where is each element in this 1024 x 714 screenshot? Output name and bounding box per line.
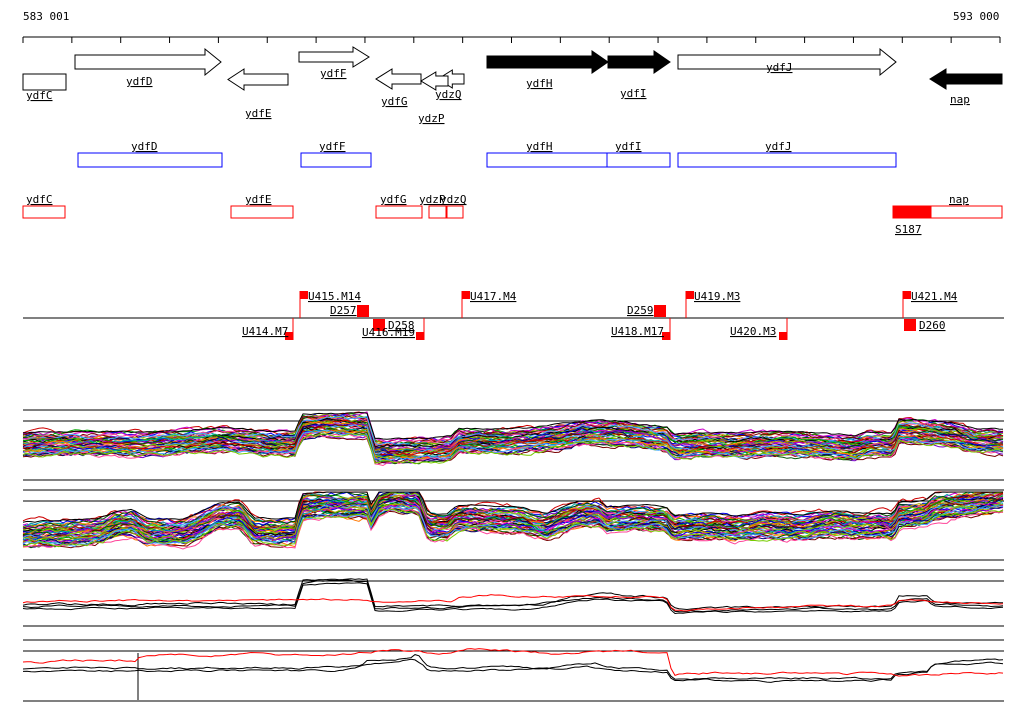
gene-arrow-ydfE[interactable]: [227, 68, 289, 91]
signal-line: [22, 658, 1004, 683]
signal-series: [22, 491, 1003, 530]
signal-series: [22, 416, 1004, 447]
segment-label-D259[interactable]: D259: [627, 304, 654, 317]
segment-label-U416.M19[interactable]: U416.M19: [362, 326, 415, 339]
gene-label-ydfC[interactable]: ydfC: [26, 89, 53, 102]
segment-flag-U417.M4: [462, 291, 470, 299]
segment-label-U419.M3[interactable]: U419.M3: [694, 290, 740, 303]
signal-series: [22, 429, 1004, 462]
segment-flag-D260: [904, 319, 916, 331]
gene-label-ydfJ[interactable]: ydfJ: [766, 61, 793, 74]
segment-label-D260[interactable]: D260: [919, 319, 946, 332]
gene-arrow-ydfI[interactable]: [607, 50, 671, 74]
feature-label-nap[interactable]: nap: [949, 193, 969, 206]
transcript-box-ydfJ[interactable]: [677, 152, 897, 168]
segment-label-U414.M7[interactable]: U414.M7: [242, 325, 288, 338]
signal-line: [22, 654, 1004, 681]
segment-label-U417.M4[interactable]: U417.M4: [470, 290, 517, 303]
signal-series: [22, 491, 1004, 531]
feature-label-ydzP[interactable]: ydzP: [419, 193, 446, 206]
feature-label-ydfC[interactable]: ydfC: [26, 193, 53, 206]
transcript-label-ydfJ[interactable]: ydfJ: [765, 140, 792, 153]
segment-flag-D258: [373, 319, 385, 331]
signal-series: [22, 502, 1004, 543]
gene-arrow-ydzP[interactable]: [420, 71, 449, 91]
feature-label-ydfE[interactable]: ydfE: [245, 193, 272, 206]
feature-box-ydfG[interactable]: [375, 205, 423, 219]
transcript-box-ydfI[interactable]: [606, 152, 671, 168]
signal-series: [22, 507, 1004, 550]
segment-flag-U415.M14: [300, 291, 308, 299]
segment-label-U415.M14[interactable]: U415.M14: [308, 290, 361, 303]
feature-box-S187[interactable]: [892, 205, 932, 219]
gene-arrow-ydfH[interactable]: [486, 50, 609, 74]
signal-series: [22, 508, 1004, 549]
signal-series: [22, 509, 1004, 549]
gene-arrow-ydfJ[interactable]: [677, 47, 897, 77]
segment-flag-D257: [357, 305, 369, 317]
segment-flag-U419.M3: [686, 291, 694, 299]
signal-series: [22, 491, 1004, 533]
segment-flag-U421.M4: [903, 291, 911, 299]
gene-label-ydzP[interactable]: ydzP: [418, 112, 445, 125]
signal-series: [22, 428, 1004, 458]
signal-series: [22, 411, 1004, 444]
signal-series: [22, 505, 1004, 547]
transcript-label-ydfI[interactable]: ydfI: [615, 140, 642, 153]
gene-label-ydfI[interactable]: ydfI: [620, 87, 647, 100]
feature-box-ydfE[interactable]: [230, 205, 294, 219]
segment-flag-U414.M7: [285, 332, 293, 340]
segment-flag-U418.M17: [662, 332, 670, 340]
segment-label-D257[interactable]: D257: [330, 304, 357, 317]
gene-label-ydfD[interactable]: ydfD: [126, 75, 153, 88]
signal-line: [22, 648, 1004, 677]
feature-label-ydzQ[interactable]: ydzQ: [440, 193, 467, 206]
gene-arrow-ydfG[interactable]: [375, 68, 422, 90]
signal-series: [22, 508, 1004, 548]
signal-series: [22, 491, 1003, 528]
transcript-label-ydfH[interactable]: ydfH: [526, 140, 553, 153]
gene-label-ydfG[interactable]: ydfG: [381, 95, 408, 108]
signal-series: [22, 411, 1004, 443]
transcript-label-ydfF[interactable]: ydfF: [319, 140, 346, 153]
signal-envelope: [22, 491, 1003, 523]
gene-arrow-ydfF[interactable]: [298, 46, 370, 68]
segment-flag-U416.M19: [416, 332, 424, 340]
feature-label-S187[interactable]: S187: [895, 223, 922, 236]
ruler-end-coordinate: 593 000: [953, 10, 1000, 23]
segment-label-U421.M4[interactable]: U421.M4: [911, 290, 958, 303]
gene-box-ydfC[interactable]: [22, 73, 67, 91]
feature-box-ydzQ[interactable]: [446, 205, 464, 219]
gene-label-ydfE[interactable]: ydfE: [245, 107, 272, 120]
transcript-box-ydfD[interactable]: [77, 152, 223, 168]
segment-label-U420.M3[interactable]: U420.M3: [730, 325, 776, 338]
gene-label-ydfF[interactable]: ydfF: [320, 67, 347, 80]
gene-arrow-ydfD[interactable]: [74, 47, 222, 77]
signal-line: [22, 579, 1004, 613]
feature-label-ydfG[interactable]: ydfG: [380, 193, 407, 206]
segment-flag-U420.M3: [779, 332, 787, 340]
gene-label-nap[interactable]: nap: [950, 93, 970, 106]
transcript-label-ydfD[interactable]: ydfD: [131, 140, 158, 153]
segment-label-U418.M17[interactable]: U418.M17: [611, 325, 664, 338]
segment-label-D258[interactable]: D258: [388, 319, 415, 332]
signal-series: [22, 433, 1004, 465]
ruler-start-coordinate: 583 001: [23, 10, 70, 23]
gene-label-ydzQ[interactable]: ydzQ: [435, 88, 462, 101]
signal-line: [22, 594, 1004, 612]
gene-arrow-nap[interactable]: [929, 68, 1003, 90]
signal-line: [22, 582, 1004, 615]
transcript-box-ydfH[interactable]: [486, 152, 608, 168]
feature-box-ydfC[interactable]: [22, 205, 66, 219]
transcript-box-ydfF[interactable]: [300, 152, 372, 168]
gene-label-ydfH[interactable]: ydfH: [526, 77, 553, 90]
feature-box-ydzP[interactable]: [428, 205, 447, 219]
segment-flag-D259: [654, 305, 666, 317]
signal-envelope: [22, 412, 1004, 440]
